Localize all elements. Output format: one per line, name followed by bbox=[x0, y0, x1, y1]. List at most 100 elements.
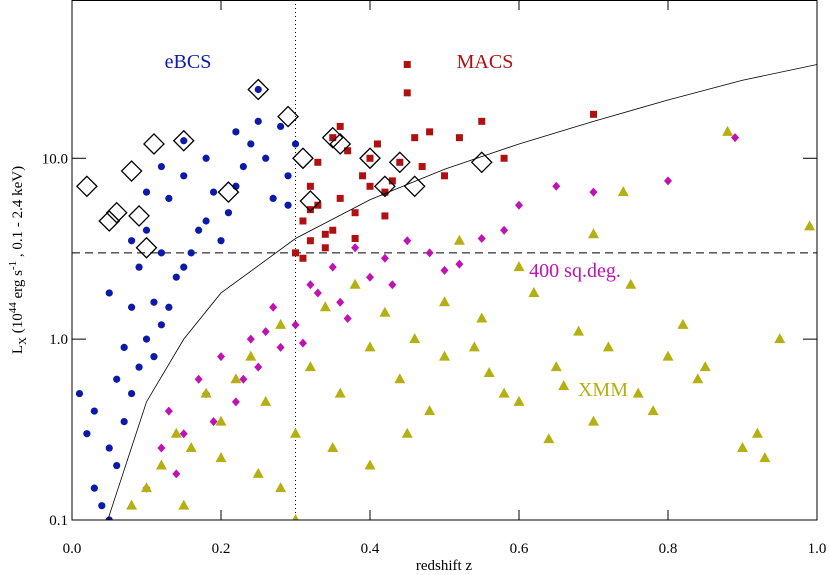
point bbox=[261, 327, 270, 337]
point bbox=[403, 89, 411, 97]
point bbox=[478, 117, 486, 125]
point bbox=[254, 117, 262, 125]
point bbox=[141, 482, 152, 493]
point bbox=[334, 387, 346, 398]
point bbox=[327, 442, 339, 453]
flux-limit-curve bbox=[107, 64, 817, 520]
point bbox=[215, 452, 227, 463]
point bbox=[180, 172, 188, 180]
y-tick-label: 1.0 bbox=[49, 332, 68, 348]
point bbox=[455, 259, 464, 269]
point bbox=[299, 254, 307, 262]
point bbox=[453, 234, 465, 245]
point bbox=[439, 296, 450, 307]
point bbox=[105, 516, 113, 520]
point bbox=[292, 249, 299, 257]
point bbox=[157, 249, 165, 257]
point bbox=[329, 134, 337, 142]
point bbox=[291, 320, 300, 330]
point bbox=[142, 226, 151, 234]
point bbox=[165, 194, 173, 202]
point bbox=[319, 301, 331, 312]
point bbox=[424, 405, 436, 416]
point bbox=[515, 200, 523, 210]
point bbox=[98, 210, 121, 232]
point bbox=[178, 499, 190, 510]
point bbox=[165, 303, 173, 311]
point bbox=[217, 181, 240, 204]
point bbox=[142, 335, 151, 343]
point bbox=[647, 405, 659, 416]
point bbox=[388, 280, 397, 290]
point bbox=[731, 133, 740, 143]
point bbox=[306, 280, 315, 290]
point bbox=[105, 201, 128, 224]
point bbox=[209, 417, 218, 427]
point bbox=[364, 341, 376, 352]
point bbox=[135, 236, 158, 259]
point bbox=[366, 154, 374, 162]
y-tick-label: 10.0 bbox=[42, 151, 68, 167]
point bbox=[83, 430, 91, 438]
point bbox=[602, 341, 614, 352]
point bbox=[351, 209, 359, 217]
point bbox=[470, 151, 493, 174]
plot-area bbox=[72, 0, 817, 520]
point bbox=[172, 129, 195, 152]
point bbox=[804, 220, 816, 231]
point bbox=[366, 272, 374, 282]
y-label-part: X bbox=[17, 337, 29, 345]
point bbox=[329, 133, 352, 155]
point bbox=[254, 362, 263, 372]
point bbox=[588, 415, 599, 426]
point bbox=[277, 122, 285, 131]
point bbox=[230, 373, 242, 384]
point bbox=[284, 172, 292, 180]
point bbox=[157, 321, 165, 329]
point bbox=[468, 341, 480, 352]
point bbox=[364, 459, 376, 470]
point bbox=[128, 389, 136, 398]
point bbox=[759, 452, 771, 463]
point bbox=[245, 350, 257, 361]
point bbox=[543, 433, 555, 444]
point bbox=[194, 374, 203, 384]
point bbox=[215, 415, 227, 426]
x-tick-label: 0.6 bbox=[510, 541, 529, 557]
point bbox=[299, 217, 307, 225]
point bbox=[336, 194, 344, 202]
point bbox=[388, 177, 396, 185]
point bbox=[513, 261, 525, 272]
point bbox=[239, 162, 247, 171]
point bbox=[351, 243, 360, 253]
point bbox=[722, 125, 734, 136]
point bbox=[179, 429, 188, 439]
point bbox=[699, 361, 711, 372]
y-label-part: 44 bbox=[7, 302, 19, 314]
point bbox=[344, 147, 352, 155]
point bbox=[142, 188, 151, 196]
point bbox=[403, 236, 412, 246]
point bbox=[172, 469, 181, 479]
point bbox=[260, 395, 272, 406]
point bbox=[351, 235, 359, 243]
point bbox=[625, 278, 637, 289]
point bbox=[314, 158, 322, 166]
point bbox=[246, 334, 255, 344]
point bbox=[269, 194, 277, 202]
point bbox=[262, 154, 270, 162]
point bbox=[381, 212, 389, 220]
point bbox=[439, 350, 450, 361]
point bbox=[135, 363, 143, 371]
point bbox=[314, 201, 322, 209]
point bbox=[269, 302, 278, 312]
point bbox=[396, 158, 404, 166]
y-label-part: L bbox=[10, 345, 26, 354]
point bbox=[440, 265, 449, 275]
point bbox=[737, 442, 748, 453]
point bbox=[252, 467, 264, 478]
point bbox=[664, 176, 672, 186]
point bbox=[774, 333, 786, 344]
point bbox=[217, 352, 225, 362]
point bbox=[751, 427, 763, 438]
